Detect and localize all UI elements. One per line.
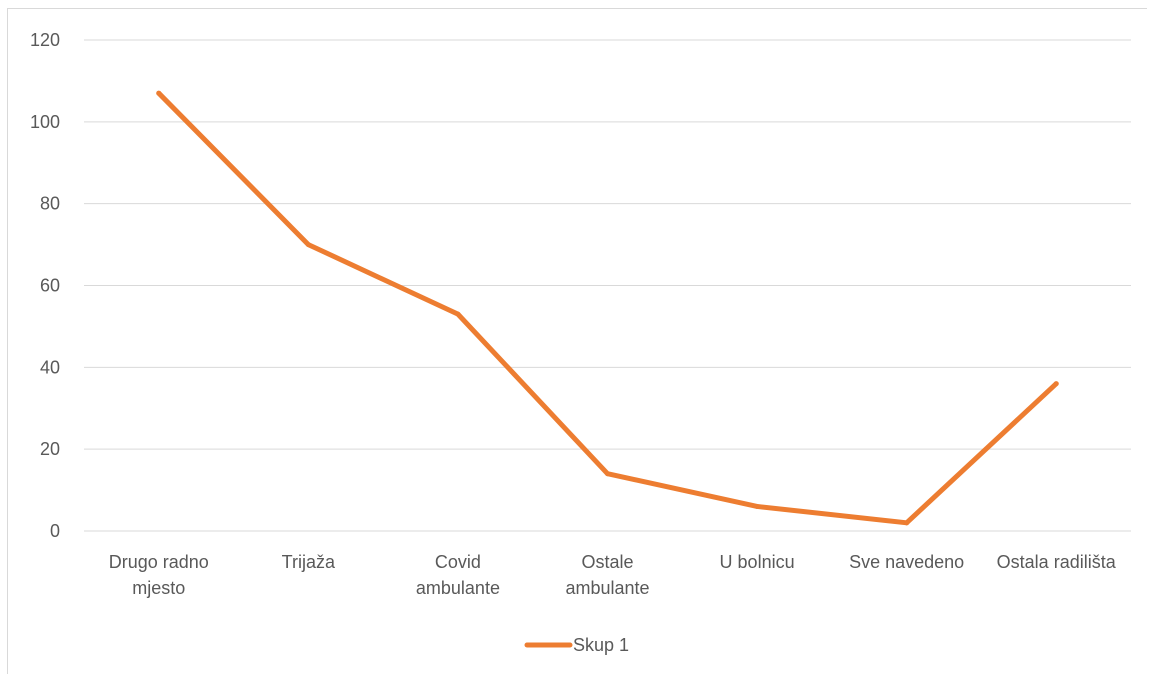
x-tick-label: U bolnicu xyxy=(720,552,795,572)
gridlines xyxy=(84,39,1131,532)
y-tick-label: 40 xyxy=(40,357,60,377)
x-tick-label-line: Sve navedeno xyxy=(849,552,964,572)
y-tick-label: 100 xyxy=(30,112,60,132)
data-point xyxy=(455,311,461,317)
data-point xyxy=(1053,381,1059,387)
x-tick-label-line: Covid xyxy=(435,552,481,572)
y-axis-ticks: 0 20 40 60 80 100 120 xyxy=(30,30,60,541)
x-tick-label: Covid ambulante xyxy=(416,552,500,598)
y-tick-label: 0 xyxy=(50,521,60,541)
data-point xyxy=(754,503,760,509)
x-tick-label: Drugo radno mjesto xyxy=(109,552,209,598)
series-line-skup-1 xyxy=(156,90,1059,526)
x-tick-label: Ostala radilišta xyxy=(997,552,1117,572)
data-point xyxy=(305,242,311,248)
data-point xyxy=(156,90,162,96)
legend-label-skup-1: Skup 1 xyxy=(573,635,629,655)
x-tick-label-line: U bolnicu xyxy=(720,552,795,572)
x-tick-label-line: Ostala radilišta xyxy=(997,552,1117,572)
series-lines xyxy=(156,90,1059,526)
y-tick-label: 60 xyxy=(40,276,60,296)
y-tick-label: 120 xyxy=(30,30,60,50)
x-tick-label: Sve navedeno xyxy=(849,552,964,572)
data-point xyxy=(605,471,610,477)
legend: Skup 1 xyxy=(524,635,629,655)
x-tick-label-line: ambulante xyxy=(416,578,500,598)
x-tick-label-line: ambulante xyxy=(565,578,649,598)
chart-frame xyxy=(7,8,1147,674)
x-tick-label-line: Ostale xyxy=(581,552,633,572)
data-point xyxy=(904,520,910,526)
x-tick-label-line: Trijaža xyxy=(282,552,336,572)
x-tick-label: Trijaža xyxy=(282,552,336,572)
y-tick-label: 20 xyxy=(40,439,60,459)
x-tick-label-line: Drugo radno xyxy=(109,552,209,572)
x-tick-label-line: mjesto xyxy=(132,578,185,598)
x-tick-label: Ostale ambulante xyxy=(565,552,649,598)
y-tick-label: 80 xyxy=(40,194,60,214)
